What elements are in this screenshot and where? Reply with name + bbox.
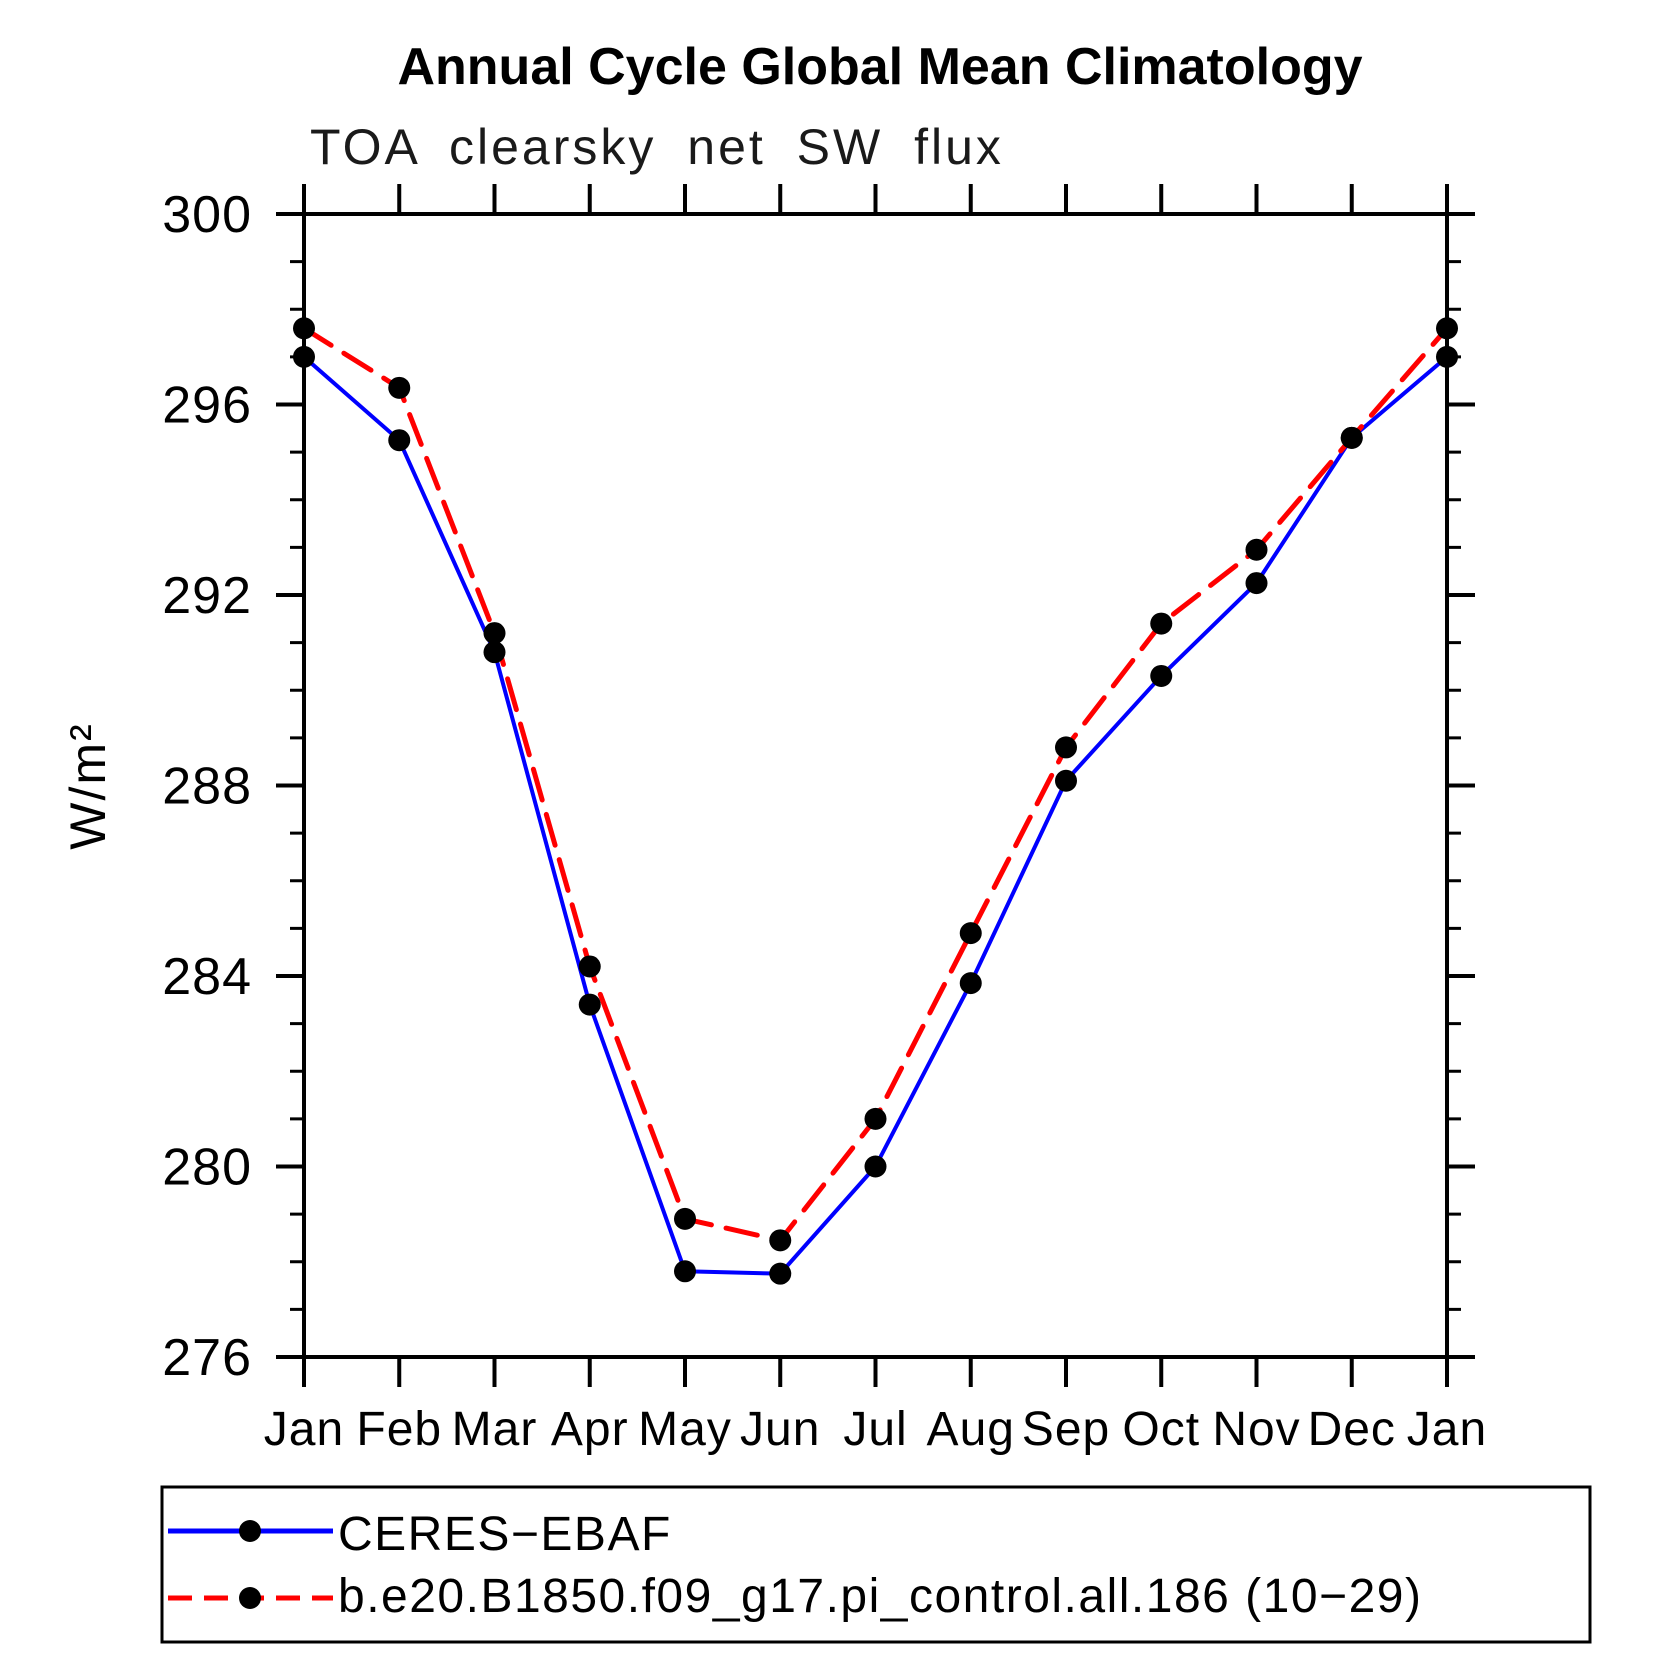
chart-title: Annual Cycle Global Mean Climatology	[397, 38, 1362, 96]
data-point-marker	[959, 972, 982, 995]
data-point-marker	[483, 641, 506, 664]
y-tick-label: 280	[162, 1139, 252, 1197]
y-axis-label: W/m²	[60, 722, 116, 849]
y-tick-label: 288	[162, 758, 252, 816]
data-point-marker	[864, 1155, 887, 1178]
legend-box	[160, 1485, 1592, 1644]
data-point-marker	[1055, 769, 1077, 792]
data-point-marker	[674, 1207, 696, 1230]
data-point-marker	[1150, 664, 1173, 687]
x-tick-label: Nov	[1212, 1403, 1300, 1456]
x-tick-label: Apr	[551, 1403, 629, 1456]
data-point-marker	[1340, 426, 1363, 449]
data-point-marker	[1436, 317, 1458, 340]
data-point-marker	[578, 993, 601, 1016]
data-point-marker	[1055, 736, 1077, 759]
data-point-marker	[1436, 345, 1458, 368]
x-tick-label: Oct	[1122, 1403, 1200, 1456]
legend-label-ceres: CERES−EBAF	[338, 1508, 672, 1561]
x-tick-label: Sep	[1022, 1403, 1110, 1456]
x-tick-label: Mar	[452, 1403, 538, 1456]
x-tick-label: Aug	[927, 1403, 1015, 1456]
data-point-marker	[483, 622, 506, 645]
plot-frame	[302, 212, 1449, 1359]
data-point-marker	[1245, 572, 1268, 595]
x-tick-label: Jan	[1407, 1403, 1487, 1456]
data-point-marker	[388, 429, 411, 452]
x-tick-label: Jun	[740, 1403, 820, 1456]
series-line-ceres-ebaf	[302, 354, 1449, 1276]
data-point-marker	[293, 317, 315, 340]
x-tick-label: May	[638, 1403, 732, 1456]
data-point-marker	[388, 376, 411, 399]
legend-marker-dot	[239, 1520, 261, 1542]
data-point-marker	[769, 1229, 792, 1252]
data-point-marker	[864, 1107, 887, 1130]
x-tick-label: Feb	[356, 1403, 442, 1456]
chart-subtitle: TOA clearsky net SW flux	[310, 119, 1004, 175]
data-point-marker	[293, 345, 315, 368]
legend-marker-dot	[239, 1587, 261, 1609]
data-point-marker	[769, 1262, 792, 1285]
x-tick-label: Jul	[843, 1403, 907, 1456]
data-point-marker	[1245, 538, 1268, 561]
x-tick-label: Jan	[264, 1403, 344, 1456]
data-point-marker	[578, 955, 601, 978]
y-tick-label: 296	[162, 377, 252, 435]
legend: CERES−EBAF b.e20.B1850.f09_g17.pi_contro…	[160, 1485, 1592, 1644]
data-point-marker	[674, 1260, 696, 1283]
data-point-marker	[1150, 612, 1173, 635]
data-point-marker	[959, 922, 982, 945]
series-line-b-e20-b1850-f09-g17-pi-control-all-186-10-29-	[301, 325, 1450, 1243]
y-tick-label: 300	[162, 186, 252, 244]
legend-label-model: b.e20.B1850.f09_g17.pi_control.all.186 (…	[338, 1570, 1422, 1623]
y-tick-label: 284	[162, 948, 252, 1006]
x-tick-label: Dec	[1308, 1403, 1396, 1456]
y-tick-label: 276	[162, 1329, 252, 1387]
y-tick-label: 292	[162, 567, 252, 625]
